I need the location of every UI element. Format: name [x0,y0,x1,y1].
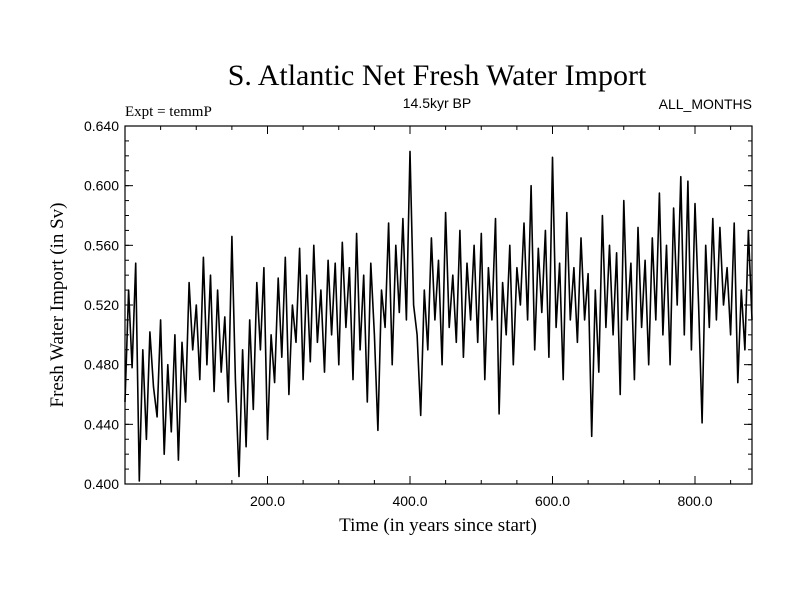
plot-frame [124,125,753,485]
y-tick-label: 0.640 [84,118,119,134]
x-axis-ticks: 200.0 400.0 600.0 800.0 [160,126,732,509]
y-tick-label: 0.600 [84,178,119,194]
experiment-label: Expt = temmP [125,104,212,120]
period-label: 14.5kyr BP [403,95,471,111]
months-label: ALL_MONTHS [659,96,752,112]
y-tick-label: 0.560 [84,237,119,253]
y-tick-label: 0.520 [84,297,119,313]
y-tick-label: 0.440 [84,416,119,432]
x-tick-label: 800.0 [677,493,712,509]
x-axis-label: Time (in years since start) [339,515,537,536]
y-tick-label: 0.400 [84,476,119,492]
x-tick-label: 600.0 [535,493,570,509]
chart-title: S. Atlantic Net Fresh Water Import [228,59,647,92]
series-line-fresh-water-import [124,150,753,482]
x-tick-label: 400.0 [392,493,427,509]
y-axis-ticks: 0.400 0.440 0.480 0.520 0.560 0.600 0.640 [84,118,752,492]
y-axis-label: Fresh Water Import (in Sv) [47,203,68,408]
y-tick-label: 0.480 [84,357,119,373]
x-tick-label: 200.0 [250,493,285,509]
